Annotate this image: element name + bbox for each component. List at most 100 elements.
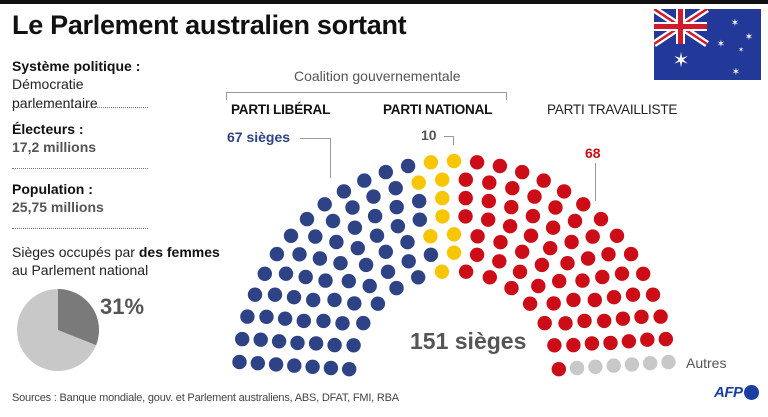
seat-dot <box>634 309 649 324</box>
seat-dot <box>435 190 450 206</box>
fact-value: 17,2 millions <box>12 139 97 155</box>
seat-dot <box>411 270 426 285</box>
afp-logo-text: AFP <box>714 384 743 401</box>
coalition-bracket <box>226 92 507 100</box>
seat-dot <box>482 175 497 190</box>
seat-dot <box>411 175 426 190</box>
seat-dot <box>534 257 550 273</box>
seat-dot <box>569 360 585 376</box>
seat-dot <box>378 244 393 259</box>
seat-dot <box>603 335 618 351</box>
seat-dot <box>435 209 450 224</box>
seat-dot <box>531 278 546 294</box>
liberal-leader-line <box>300 138 331 178</box>
seat-dot <box>345 200 360 215</box>
seat-dot <box>547 338 562 353</box>
sources-footer: Sources : Banque mondiale, gouv. et Parl… <box>12 392 399 404</box>
seat-dot <box>658 331 673 347</box>
seat-dot <box>493 235 508 250</box>
seat-dot <box>512 264 528 279</box>
svg-text:✶: ✶ <box>717 39 725 50</box>
seat-dot <box>588 359 603 374</box>
fact-population: Population : 25,75 millions <box>12 180 150 217</box>
seat-dot <box>481 212 496 227</box>
seat-dot <box>367 208 383 224</box>
seat-dot <box>329 234 344 250</box>
svg-text:✶: ✶ <box>673 48 690 72</box>
seat-dot <box>482 270 497 285</box>
seat-dot <box>567 213 583 229</box>
coalition-label: Coalition gouvernementale <box>294 68 461 84</box>
seat-dot <box>327 337 342 353</box>
seat-dot <box>601 247 616 262</box>
seat-dot <box>369 228 385 243</box>
seat-dot <box>347 296 362 311</box>
seat-dot <box>378 164 393 180</box>
seat-dot <box>556 184 572 199</box>
seat-dot <box>401 254 416 269</box>
fact-label: Électeurs : <box>12 121 84 137</box>
seat-dot <box>566 292 581 308</box>
seat-dot <box>560 256 575 271</box>
seat-dot <box>621 334 637 349</box>
seat-dot <box>400 158 416 174</box>
party-liberal-label: PARTI LIBÉRAL <box>231 102 331 117</box>
seat-dot <box>446 245 462 260</box>
seat-dot <box>585 229 600 244</box>
seat-dot <box>357 173 372 188</box>
seat-dot <box>458 209 473 224</box>
seat-dot <box>278 266 294 281</box>
total-seats-label: 151 sièges <box>410 328 527 354</box>
seat-dot <box>458 264 474 279</box>
seat-dot <box>595 269 610 285</box>
seat-dot <box>240 309 255 324</box>
page-title: Le Parlement australien sortant <box>12 10 407 40</box>
seat-dot <box>412 212 427 227</box>
seat-dot <box>593 211 609 227</box>
seat-dot <box>335 316 350 331</box>
seat-dot <box>615 311 631 326</box>
seat-dot <box>232 354 247 370</box>
seat-dot <box>575 273 590 288</box>
seat-dot <box>290 335 305 351</box>
seat-dot <box>614 266 630 281</box>
seat-dot <box>390 219 406 234</box>
seat-dot <box>333 256 348 271</box>
seat-dot <box>336 184 352 199</box>
seat-dot <box>536 173 551 188</box>
seat-dot <box>645 287 661 302</box>
seat-dot <box>580 251 596 266</box>
seat-dot <box>543 241 558 256</box>
divider <box>12 107 148 108</box>
seat-dot <box>305 359 320 374</box>
seat-dot <box>283 228 299 243</box>
seat-dot <box>434 264 450 279</box>
svg-text:✶: ✶ <box>745 32 753 43</box>
seat-dot <box>362 278 377 294</box>
seat-dot <box>347 220 363 235</box>
seat-dot <box>446 153 462 169</box>
fact-label: Population : <box>12 181 93 197</box>
women-pie-chart <box>17 289 99 371</box>
seat-dot <box>492 158 508 174</box>
seat-dot <box>317 197 332 212</box>
seat-dot <box>350 241 365 256</box>
seat-dot <box>342 362 357 377</box>
seat-dot <box>257 266 272 281</box>
seat-dot <box>296 313 311 329</box>
seat-dot <box>470 229 485 244</box>
seat-dot <box>564 234 579 250</box>
seat-dot <box>525 208 541 224</box>
seat-dot <box>636 266 651 281</box>
seat-dot <box>250 356 265 371</box>
seat-dot <box>522 296 538 311</box>
seat-dot <box>327 292 342 308</box>
seat-dot <box>370 296 386 311</box>
seat-dot <box>325 213 341 229</box>
seat-dot <box>247 287 263 302</box>
seat-dot <box>469 155 485 170</box>
women-caption-bold: des femmes <box>138 244 220 260</box>
seat-dot <box>235 331 250 347</box>
seat-dot <box>346 338 361 353</box>
seat-dot <box>515 244 530 259</box>
